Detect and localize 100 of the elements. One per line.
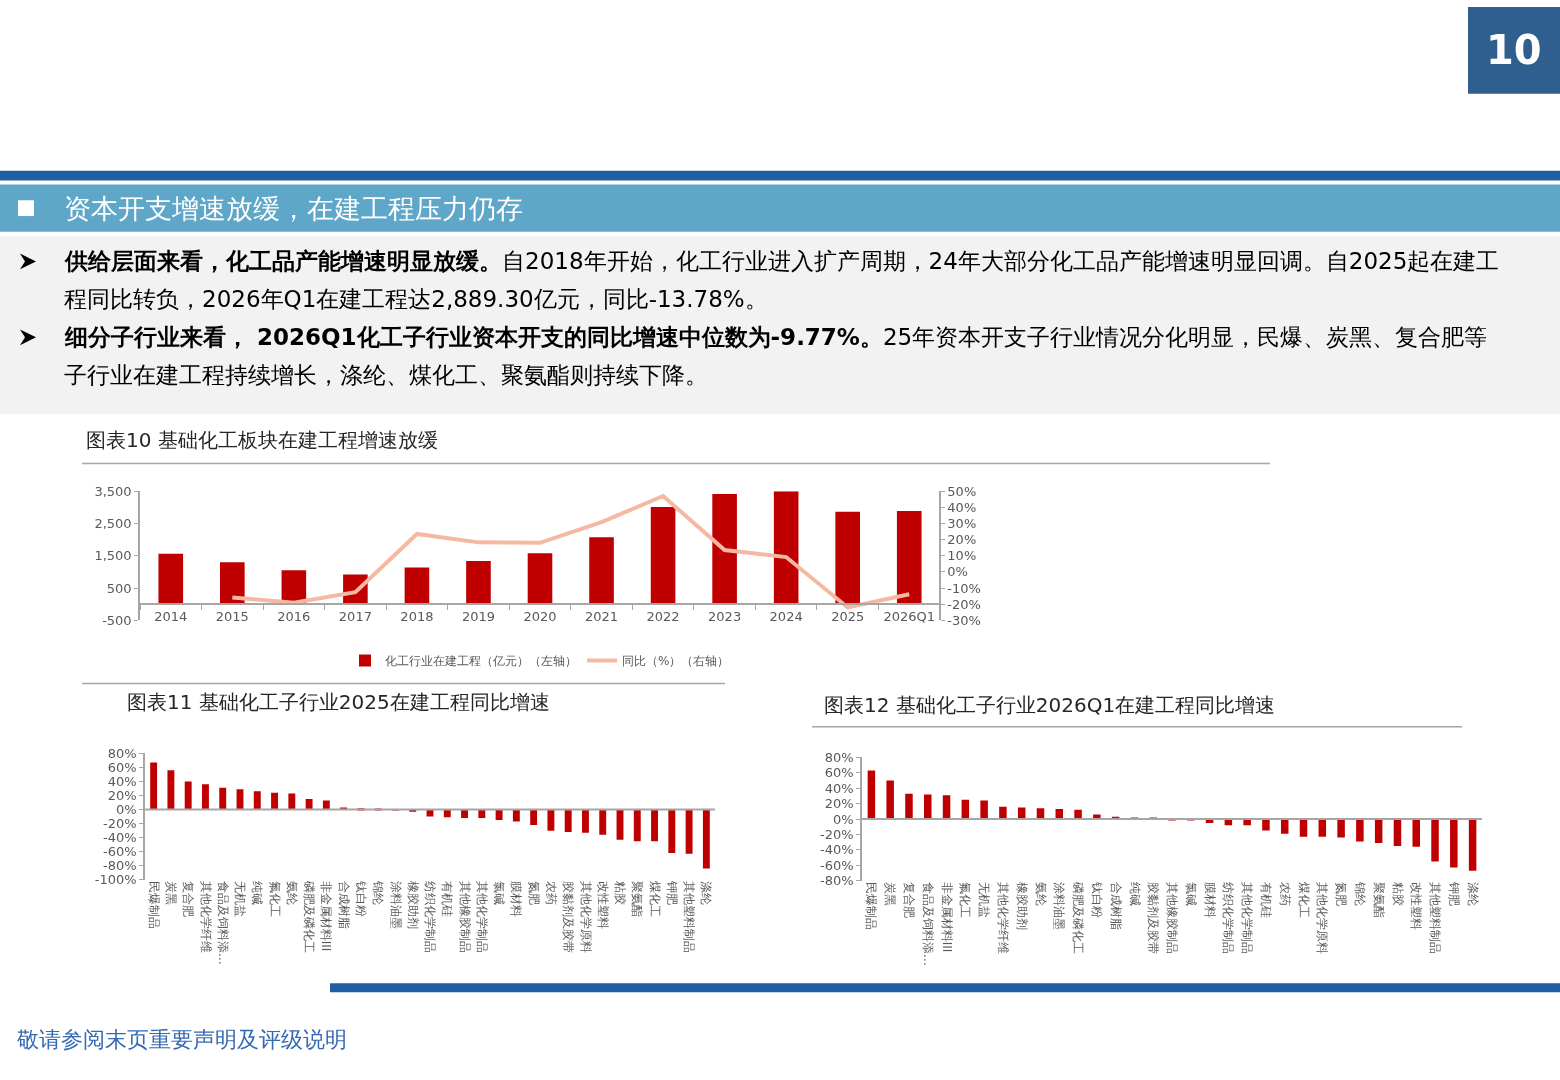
- x-tick-label: 其他化学制品: [474, 880, 489, 953]
- x-tick-label: 煤化工: [1296, 881, 1311, 918]
- x-tick-label: 其他化学制品: [1240, 881, 1255, 954]
- x-tick-label: 涂料油墨: [388, 880, 403, 929]
- y-tick-label: -40%: [103, 830, 137, 846]
- x-tick-label: 膜材料: [509, 880, 524, 917]
- y2-tick-label: 40%: [947, 499, 977, 515]
- x-tick-label: 其他塑料制品: [682, 880, 697, 953]
- x-tick-label: 纺织化学制品: [1221, 881, 1236, 954]
- y-tick-label: -20%: [103, 816, 137, 832]
- x-tick-label: 磷肥及磷化工: [1071, 880, 1086, 954]
- x-tick-label: 2024: [769, 608, 803, 624]
- y-tick-label: 60%: [107, 760, 137, 776]
- x-tick-label: 2025: [831, 608, 865, 624]
- y-tick-label: 80%: [824, 749, 854, 765]
- x-tick-label: 橡胶助剂: [1014, 881, 1029, 930]
- x-tick-label: 2023: [708, 608, 742, 624]
- x-tick-label: 改性塑料: [595, 880, 610, 929]
- x-tick-label: 2021: [584, 608, 619, 624]
- chart-title: 图表11 基础化工子行业2025在建工程同比增速: [127, 690, 550, 714]
- x-tick-label: 农药: [544, 880, 559, 905]
- x-tick-label: 非金属材料III: [319, 880, 334, 952]
- x-tick-label: 民爆制品: [864, 881, 879, 930]
- y-tick-label: 20%: [107, 788, 137, 804]
- legend-label: 同比（%）（右轴）: [622, 654, 730, 669]
- y-tick-label: 0%: [833, 811, 854, 827]
- x-tick-label: 氮肥: [526, 880, 541, 905]
- x-tick-label: 橡胶助剂: [405, 880, 420, 929]
- y-tick-label: 2,500: [94, 516, 132, 532]
- x-tick-label: 2014: [154, 608, 188, 624]
- text: 10: [1486, 27, 1542, 73]
- y-tick-label: -500: [102, 612, 132, 628]
- x-tick-label: 2019: [461, 608, 496, 624]
- y-tick-label: -20%: [820, 827, 854, 843]
- x-tick-label: 食品及饲料添…: [920, 881, 935, 966]
- y2-tick-label: 10%: [947, 548, 977, 564]
- x-tick-label: 纯碱: [250, 880, 265, 905]
- x-tick-label: 胶黏剂及胶带: [1146, 881, 1161, 954]
- x-tick-label: 民爆制品: [146, 880, 161, 929]
- x-tick-label: 聚氨酯: [1371, 881, 1386, 918]
- x-tick-label: 合成树脂: [336, 880, 351, 929]
- x-tick-label: 2018: [400, 608, 434, 624]
- x-tick-label: 磷肥及磷化工: [302, 879, 317, 953]
- y-tick-label: 1,500: [94, 548, 132, 564]
- x-tick-label: 纺织化学制品: [423, 880, 438, 953]
- x-tick-label: 锦纶: [1352, 880, 1367, 906]
- x-tick-label: 无机盐: [233, 880, 248, 917]
- y2-tick-label: 0%: [947, 564, 968, 580]
- x-tick-label: 复合肥: [902, 881, 917, 918]
- text: 供给层面来看，化工品产能增速明显放缓。自2018年开始，化工行业进入扩产周期，24年大部分化工品产能增速明显回调。自2025起在建工程同比转负，2026年Q1在建工程达2,889.30亿元，同比-13.78%。: [64, 248, 1500, 312]
- x-tick-label: 涤纶: [699, 880, 714, 905]
- x-tick-label: 食品及饲料添…: [215, 880, 230, 965]
- y-tick-label: -40%: [820, 842, 854, 858]
- x-tick-label: 氟化工: [267, 880, 282, 917]
- x-tick-label: 膜材料: [1202, 881, 1217, 918]
- chart-title: 图表10 基础化工板块在建工程增速放缓: [86, 428, 438, 452]
- x-tick-label: 钾肥: [1446, 880, 1461, 906]
- x-tick-label: 涂料油墨: [1052, 881, 1067, 930]
- text: 细分子行业来看， 2026Q1化工子行业资本开支的同比增速中位数为-9.77%。25年资本开支子行业情况分化明显，民爆、炭黑、复合肥等子行业在建工程持续增长，涤纶、煤化工、聚氨酯则持续下降。: [64, 324, 1488, 388]
- x-tick-label: 复合肥: [181, 880, 196, 917]
- x-tick-label: 2016: [277, 608, 311, 624]
- y2-tick-label: 30%: [947, 516, 977, 532]
- y2-tick-label: 50%: [947, 483, 977, 499]
- x-tick-label: 炭黑: [164, 880, 179, 905]
- x-tick-label: 2015: [215, 608, 249, 624]
- x-tick-label: 氯碱: [492, 880, 507, 905]
- y-tick-label: -60%: [103, 844, 137, 860]
- x-tick-label: 其他橡胶制品: [1165, 881, 1180, 954]
- x-tick-label: 2022: [646, 608, 680, 624]
- y-tick-label: 60%: [824, 765, 854, 781]
- y-tick-label: -80%: [103, 858, 137, 874]
- x-tick-label: 改性塑料: [1409, 881, 1424, 930]
- x-tick-label: 锦纶: [371, 879, 386, 905]
- y-tick-label: 500: [106, 580, 132, 596]
- x-tick-label: 有机硅: [1259, 881, 1274, 918]
- x-tick-label: 氨纶: [284, 880, 299, 905]
- y2-tick-label: -30%: [947, 612, 981, 628]
- y-tick-label: -100%: [94, 872, 137, 888]
- x-tick-label: 氮肥: [1334, 881, 1349, 906]
- y-tick-label: 0%: [116, 802, 137, 818]
- x-tick-label: 有机硅: [440, 880, 455, 917]
- x-tick-label: 胶黏剂及胶带: [561, 880, 576, 953]
- x-tick-label: 其他化学原料: [578, 880, 593, 953]
- x-tick-label: 非金属材料III: [939, 881, 954, 953]
- x-tick-label: 农药: [1277, 881, 1292, 906]
- y-tick-label: 80%: [107, 746, 137, 762]
- legend-label: 化工行业在建工程（亿元）（左轴）: [385, 654, 577, 669]
- x-tick-label: 其他化学纤维: [996, 881, 1011, 954]
- x-tick-label: 氯碱: [1183, 881, 1198, 906]
- x-tick-label: 合成树脂: [1108, 881, 1123, 930]
- y-tick-label: 20%: [824, 796, 854, 812]
- y-tick-label: 3,500: [94, 483, 132, 499]
- x-tick-label: 炭黑: [883, 881, 898, 906]
- x-tick-label: 无机盐: [977, 881, 992, 918]
- x-tick-label: 粘胶: [613, 880, 628, 905]
- x-tick-label: 聚氨酯: [630, 880, 645, 917]
- x-tick-label: 涤纶: [1465, 881, 1480, 906]
- y-tick-label: 40%: [824, 780, 854, 796]
- x-tick-label: 氟化工: [958, 881, 973, 918]
- y2-tick-label: -20%: [947, 596, 981, 612]
